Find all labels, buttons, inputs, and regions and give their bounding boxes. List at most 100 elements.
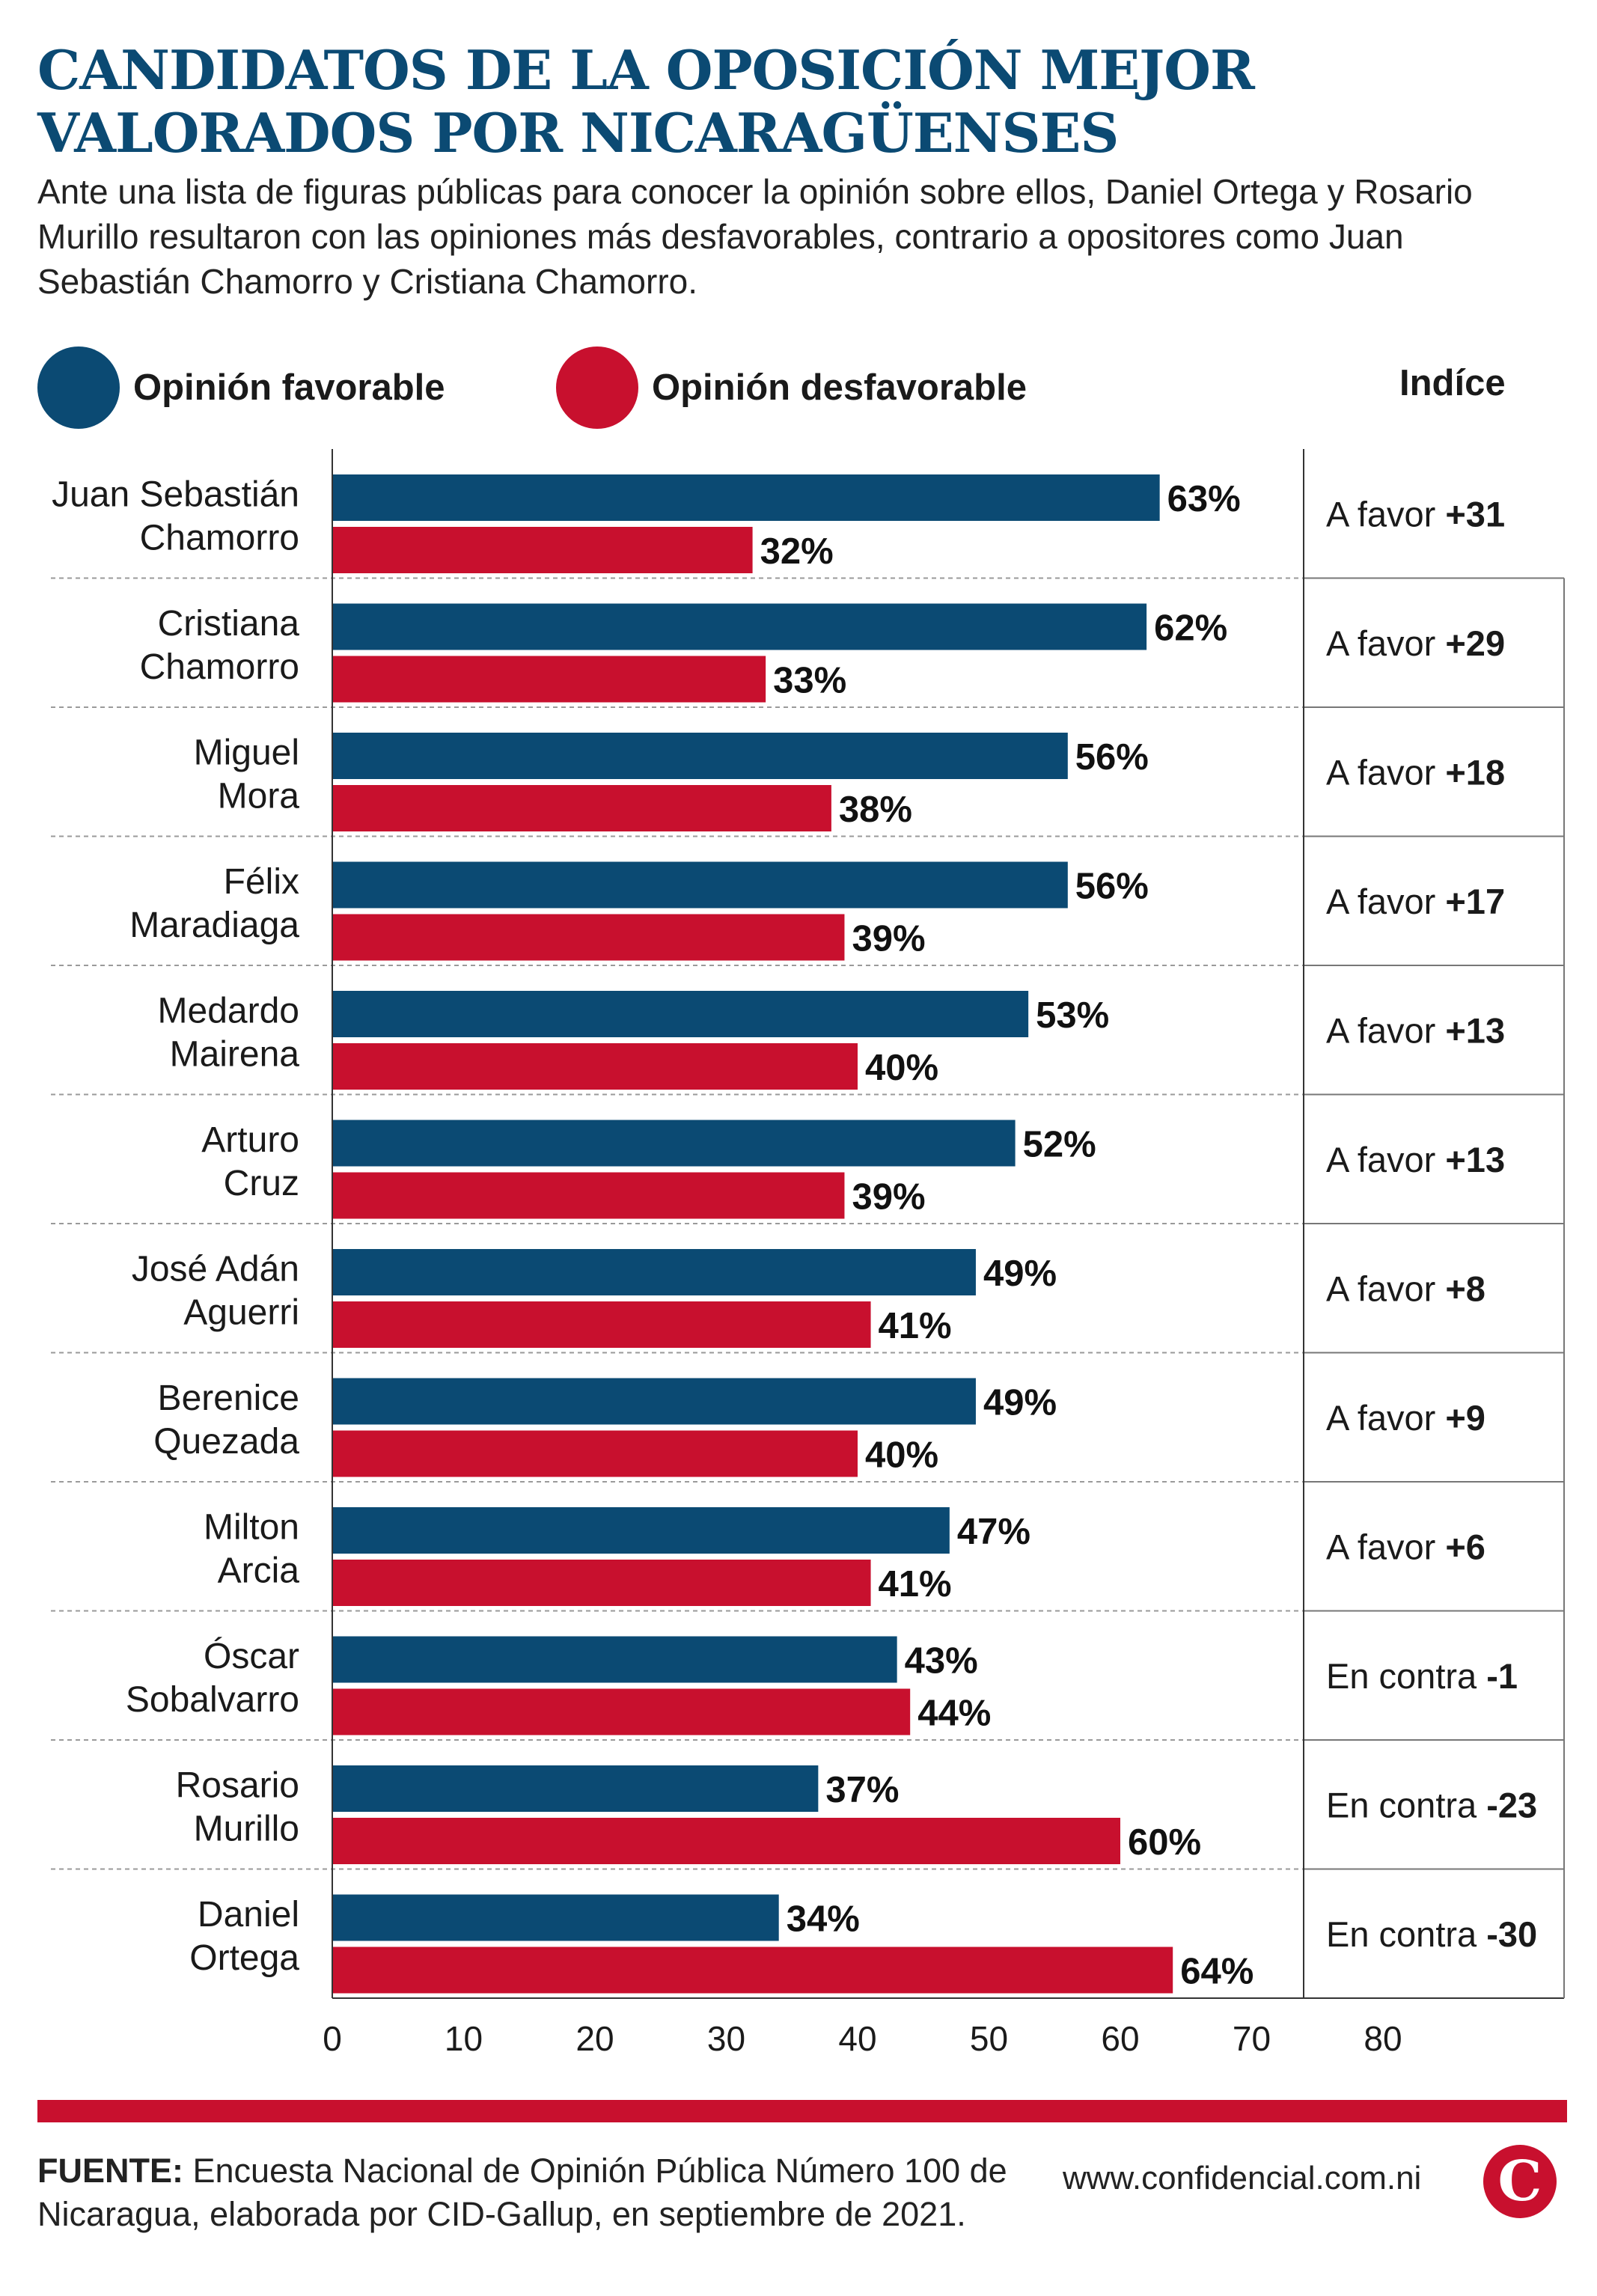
index-value: A favor +17 bbox=[1326, 882, 1505, 921]
category-label: Miguel bbox=[194, 733, 299, 772]
index-number: +31 bbox=[1445, 494, 1505, 534]
bar-unfavorable bbox=[332, 1301, 871, 1348]
website-link[interactable]: www.confidencial.com.ni bbox=[1063, 2160, 1422, 2196]
index-value: En contra -30 bbox=[1326, 1914, 1537, 1954]
legend-favorable-label: Opinión favorable bbox=[133, 367, 445, 408]
bar-favorable bbox=[332, 991, 1029, 1037]
source-note: FUENTE: Encuesta Nacional de Opinión Púb… bbox=[37, 2149, 1010, 2236]
data-label-unfavorable: 40% bbox=[865, 1048, 938, 1088]
category-label: Óscar bbox=[204, 1636, 299, 1676]
data-label-favorable: 49% bbox=[983, 1254, 1057, 1294]
data-label-unfavorable: 41% bbox=[879, 1564, 952, 1605]
x-tick-label: 60 bbox=[1101, 2019, 1139, 2058]
category-label: Félix bbox=[224, 862, 299, 902]
index-label: A favor bbox=[1326, 1268, 1445, 1308]
x-tick-label: 30 bbox=[707, 2019, 745, 2058]
index-number: +9 bbox=[1445, 1398, 1485, 1438]
bar-favorable bbox=[332, 474, 1160, 521]
bottom-accent-bar bbox=[37, 2100, 1567, 2122]
title-line-2: VALORADOS POR NICARAGÜENSES bbox=[37, 101, 1119, 165]
legend-unfavorable-swatch bbox=[556, 346, 638, 429]
x-tick-label: 10 bbox=[445, 2019, 483, 2058]
data-label-favorable: 53% bbox=[1036, 995, 1109, 1036]
bar-unfavorable bbox=[332, 1172, 845, 1219]
category-label: Medardo bbox=[158, 991, 299, 1031]
category-label: Daniel bbox=[198, 1895, 299, 1935]
index-number: +29 bbox=[1445, 623, 1505, 663]
category-label: Sobalvarro bbox=[126, 1680, 299, 1720]
source-label: FUENTE: bbox=[37, 2152, 183, 2190]
category-label: Milton bbox=[204, 1507, 299, 1547]
category-label: José Adán bbox=[132, 1249, 299, 1289]
bar-unfavorable bbox=[332, 1043, 858, 1090]
bar-unfavorable bbox=[332, 1560, 871, 1606]
index-label: A favor bbox=[1326, 1010, 1445, 1050]
bar-favorable bbox=[332, 1894, 779, 1941]
category-label: Arturo bbox=[201, 1120, 299, 1160]
index-number: +8 bbox=[1445, 1268, 1485, 1308]
data-label-unfavorable: 39% bbox=[852, 919, 925, 959]
chart-title: CANDIDATOS DE LA OPOSICIÓN MEJOR VALORAD… bbox=[37, 39, 1564, 165]
title-line-1: CANDIDATOS DE LA OPOSICIÓN MEJOR bbox=[37, 38, 1255, 102]
category-label: Aguerri bbox=[183, 1292, 299, 1332]
index-number: -23 bbox=[1486, 1785, 1537, 1825]
category-label: Rosario bbox=[176, 1765, 299, 1805]
category-label: Mairena bbox=[170, 1034, 300, 1074]
index-number: -1 bbox=[1486, 1656, 1518, 1696]
bar-favorable bbox=[332, 1378, 976, 1425]
data-label-favorable: 47% bbox=[957, 1512, 1030, 1552]
category-label: Berenice bbox=[158, 1378, 299, 1418]
category-label: Juan Sebastián bbox=[52, 474, 299, 514]
bar-unfavorable bbox=[332, 656, 766, 703]
data-label-favorable: 37% bbox=[825, 1770, 899, 1810]
index-value: A favor +13 bbox=[1326, 1010, 1505, 1050]
x-tick-label: 40 bbox=[838, 2019, 876, 2058]
x-tick-label: 20 bbox=[575, 2019, 614, 2058]
category-label: Arcia bbox=[218, 1551, 300, 1590]
x-tick-label: 50 bbox=[970, 2019, 1008, 2058]
confidencial-logo: C bbox=[1483, 2145, 1557, 2218]
category-label: Cristiana bbox=[158, 604, 300, 644]
bar-unfavorable bbox=[332, 527, 753, 573]
index-number: -30 bbox=[1486, 1914, 1537, 1954]
source-text: Encuesta Nacional de Opinión Pública Núm… bbox=[37, 2152, 1007, 2233]
bar-favorable bbox=[332, 733, 1068, 779]
x-tick-label: 80 bbox=[1364, 2019, 1402, 2058]
data-label-favorable: 56% bbox=[1075, 867, 1149, 907]
index-value: En contra -1 bbox=[1326, 1656, 1518, 1696]
bar-favorable bbox=[332, 1765, 819, 1812]
bar-favorable bbox=[332, 1507, 950, 1554]
index-label: A favor bbox=[1326, 1398, 1445, 1438]
index-column-header: Indíce bbox=[1399, 363, 1506, 403]
data-label-favorable: 52% bbox=[1023, 1125, 1096, 1165]
category-label: Mora bbox=[218, 776, 300, 816]
bar-unfavorable bbox=[332, 1430, 858, 1477]
data-label-unfavorable: 38% bbox=[839, 790, 912, 830]
index-value: A favor +31 bbox=[1326, 494, 1505, 534]
data-label-favorable: 62% bbox=[1154, 608, 1227, 649]
x-tick-label: 70 bbox=[1233, 2019, 1271, 2058]
data-label-unfavorable: 40% bbox=[865, 1435, 938, 1476]
data-label-favorable: 43% bbox=[905, 1641, 978, 1682]
data-label-unfavorable: 32% bbox=[760, 531, 834, 572]
category-label: Ortega bbox=[189, 1938, 299, 1978]
data-label-unfavorable: 44% bbox=[917, 1694, 991, 1734]
bar-favorable bbox=[332, 603, 1147, 650]
bar-favorable bbox=[332, 861, 1068, 909]
index-number: +6 bbox=[1445, 1527, 1485, 1566]
index-label: En contra bbox=[1326, 1785, 1486, 1825]
data-label-unfavorable: 41% bbox=[879, 1306, 952, 1346]
legend-favorable-swatch bbox=[37, 346, 120, 429]
index-label: A favor bbox=[1326, 623, 1445, 663]
bar-unfavorable bbox=[332, 1818, 1120, 1864]
index-label: A favor bbox=[1326, 494, 1445, 534]
data-label-unfavorable: 33% bbox=[773, 661, 846, 701]
data-label-favorable: 49% bbox=[983, 1383, 1057, 1423]
category-label: Chamorro bbox=[140, 647, 299, 687]
category-label: Maradiaga bbox=[129, 906, 299, 945]
index-label: En contra bbox=[1326, 1656, 1486, 1696]
data-label-unfavorable: 64% bbox=[1180, 1952, 1254, 1992]
index-label: A favor bbox=[1326, 1140, 1445, 1179]
category-label: Quezada bbox=[153, 1422, 299, 1462]
